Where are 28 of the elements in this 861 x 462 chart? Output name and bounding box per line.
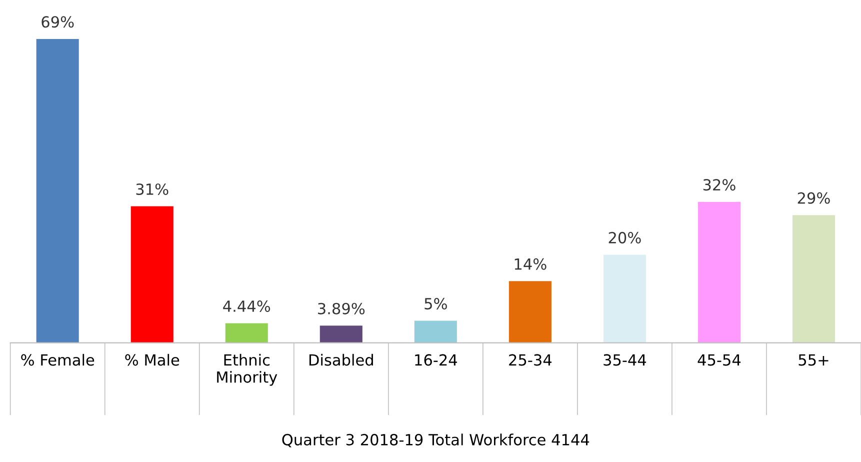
bar xyxy=(508,281,552,343)
x-axis-title: Quarter 3 2018-19 Total Workforce 4144 xyxy=(282,434,590,448)
data-label: 20% xyxy=(608,232,641,244)
data-label: 29% xyxy=(798,192,830,204)
x-tick-label: % Male xyxy=(125,354,180,366)
data-label: 32% xyxy=(703,179,736,191)
x-tick-label: 35-44 xyxy=(604,354,646,366)
bar xyxy=(792,215,836,343)
data-label: 3.89% xyxy=(318,302,365,314)
bar xyxy=(603,254,646,343)
bar xyxy=(414,320,457,343)
x-tick-label: 16-24 xyxy=(415,354,458,366)
x-tick-label: Disabled xyxy=(309,354,373,366)
bar xyxy=(225,323,268,343)
data-label: 31% xyxy=(136,183,168,196)
bar xyxy=(130,206,174,343)
bar xyxy=(320,326,362,343)
x-tick-label: Ethnic Minority xyxy=(217,354,278,386)
x-tick-label: 25-34 xyxy=(509,354,552,366)
bar xyxy=(36,38,79,343)
data-label: 5% xyxy=(424,298,447,310)
bar xyxy=(698,202,740,343)
data-label: 4.44% xyxy=(223,300,270,312)
x-tick-label: 55+ xyxy=(798,354,828,366)
data-label: 69% xyxy=(42,16,74,28)
x-tick-label: 45-54 xyxy=(698,354,741,366)
x-tick-label: % Female xyxy=(21,354,94,366)
data-label: 14% xyxy=(514,258,546,270)
